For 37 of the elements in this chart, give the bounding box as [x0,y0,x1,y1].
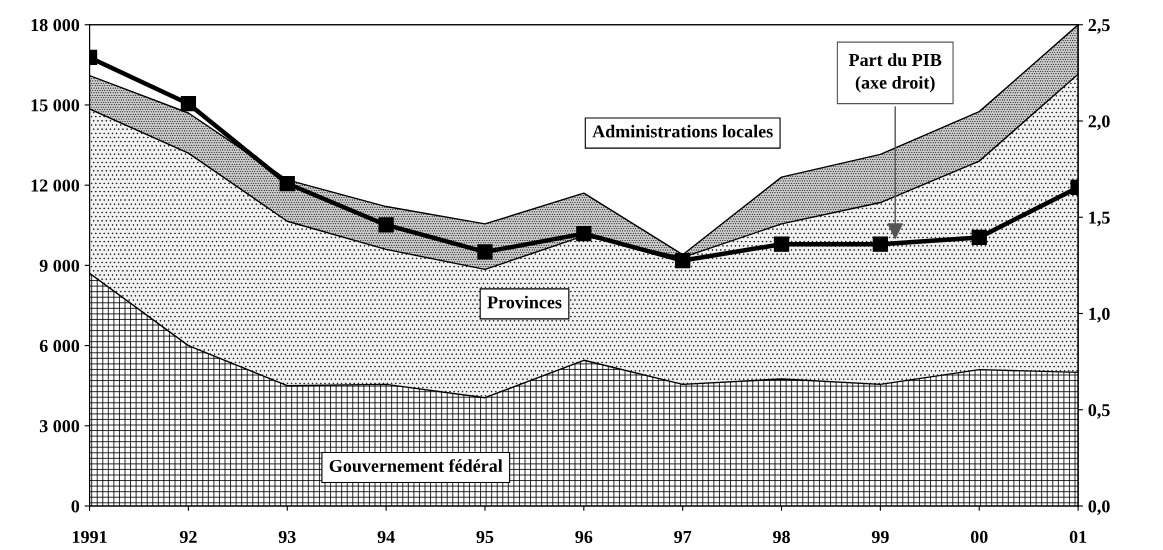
y2-tick-label: 2,5 [1088,19,1110,34]
x-tick-label: 99 [871,530,889,544]
text: Administrations locales [592,124,773,138]
y2-tick-label: 2,0 [1088,115,1110,131]
point [180,96,197,112]
y2-tick-label: 1,5 [1089,211,1110,227]
x-tick-label: 1991 [72,530,107,544]
y-tick-label: 18 000 [31,19,80,32]
x-tick-label: 95 [476,530,494,544]
point [477,244,493,260]
point [576,225,592,242]
y2-tick-label: 0,0 [1088,500,1110,516]
point [872,236,889,252]
y2-tick-label: 1,0 [1089,307,1110,323]
x-tick-label: 97 [674,530,692,544]
y-tick-label: 12 000 [31,179,80,192]
x-tick-label: 94 [377,530,395,544]
x-tick-label: 96 [575,530,593,544]
x-tick-label: 92 [179,530,197,544]
y-tick-label: 0 [71,500,80,513]
y-tick-label: 6 000 [39,339,80,353]
x-tick-label: 01 [1069,530,1087,544]
y2-tick-label: 0,5 [1088,404,1110,419]
y-tick-label: 3 000 [39,420,80,433]
series-label: Provinces [487,295,562,309]
x-tick-label: 00 [970,530,988,544]
y-tick-label: 15 000 [31,99,80,112]
point [675,252,691,269]
point [279,175,295,192]
text: Part du PIB (axe droit) [848,53,942,93]
point [773,236,790,252]
x-tick-label: 93 [278,530,296,544]
point [378,217,394,233]
y-tick-label: 9 000 [39,259,80,272]
x-tick-label: 98 [773,530,790,544]
series-label: Gouvernement fédéral [329,459,503,473]
point [971,229,987,246]
